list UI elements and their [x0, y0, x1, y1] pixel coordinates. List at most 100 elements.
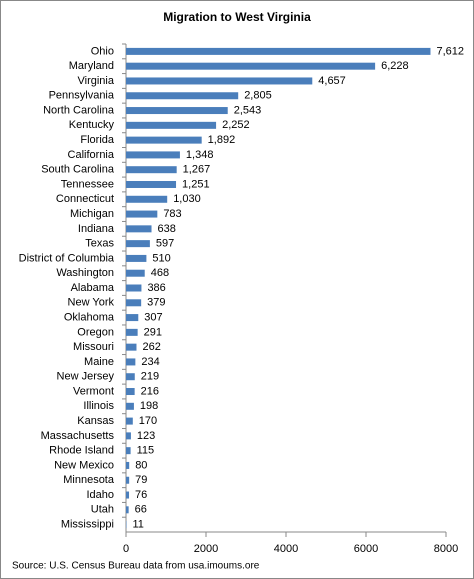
bar	[126, 284, 142, 292]
y-tick-label: Kentucky	[69, 119, 115, 131]
bar	[126, 461, 130, 469]
y-tick-label: Minnesota	[63, 474, 115, 486]
data-label: 291	[144, 326, 162, 338]
data-label: 1,267	[183, 164, 211, 176]
bar	[126, 476, 130, 484]
bar	[126, 121, 217, 129]
bar	[126, 166, 177, 174]
data-label: 66	[135, 504, 147, 516]
bar	[126, 491, 130, 499]
data-label: 262	[142, 341, 160, 353]
bar	[126, 373, 135, 381]
y-tick-label: Michigan	[70, 208, 114, 220]
data-label: 4,657	[318, 75, 346, 87]
data-label: 76	[135, 489, 147, 501]
y-tick-label: Connecticut	[56, 193, 114, 205]
data-label: 80	[135, 459, 147, 471]
data-label: 79	[135, 474, 147, 486]
bar	[126, 343, 137, 351]
bar	[126, 240, 150, 248]
data-label: 6,228	[381, 60, 409, 72]
bar	[126, 254, 147, 262]
y-tick-label: Maryland	[69, 60, 114, 72]
y-tick-label: North Carolina	[43, 104, 115, 116]
data-label: 307	[144, 311, 162, 323]
y-tick-label: District of Columbia	[19, 252, 115, 264]
data-label: 123	[137, 430, 155, 442]
y-tick-label: Ohio	[91, 45, 114, 57]
bar	[126, 447, 131, 455]
data-label: 2,252	[222, 119, 250, 131]
y-tick-label: Vermont	[73, 385, 114, 397]
bar	[126, 180, 177, 188]
bar	[126, 328, 138, 336]
data-label: 198	[140, 400, 158, 412]
bar	[126, 402, 134, 410]
y-tick-label: California	[68, 149, 115, 161]
data-label: 219	[141, 371, 159, 383]
y-tick-label: Utah	[91, 504, 114, 516]
bar	[126, 432, 131, 440]
x-tick-label: 2000	[194, 543, 218, 555]
bar	[126, 506, 129, 514]
x-tick-label: 8000	[434, 543, 458, 555]
y-tick-label: Missouri	[73, 341, 114, 353]
data-label: 1,251	[182, 178, 210, 190]
bar	[126, 417, 133, 425]
data-label: 1,030	[173, 193, 201, 205]
y-tick-label: Oklahoma	[64, 311, 115, 323]
data-label: 1,348	[186, 149, 214, 161]
x-tick-label: 6000	[354, 543, 378, 555]
y-tick-label: Florida	[80, 134, 115, 146]
data-label: 510	[152, 252, 170, 264]
y-tick-label: Tennessee	[61, 178, 114, 190]
bar	[126, 225, 152, 233]
bar	[126, 62, 376, 70]
bar	[126, 195, 168, 203]
bar	[126, 77, 313, 85]
data-label: 638	[158, 223, 176, 235]
bar	[126, 47, 431, 55]
bar	[126, 388, 135, 396]
bar	[126, 151, 180, 159]
data-label: 597	[156, 238, 174, 250]
y-tick-label: Illinois	[83, 400, 114, 412]
y-tick-label: Mississippi	[61, 519, 114, 531]
bar	[126, 269, 145, 277]
y-tick-label: Oregon	[77, 326, 114, 338]
data-label: 115	[137, 445, 155, 457]
bar	[126, 107, 228, 115]
bar	[126, 92, 239, 100]
data-label: 468	[151, 267, 169, 279]
data-label: 783	[163, 208, 181, 220]
y-tick-label: New Jersey	[57, 371, 115, 383]
bar	[126, 299, 142, 307]
data-label: 7,612	[436, 45, 464, 57]
y-tick-label: New York	[68, 297, 115, 309]
data-label: 2,805	[244, 90, 272, 102]
data-label: 170	[139, 415, 157, 427]
y-tick-label: Idaho	[86, 489, 114, 501]
chart-title: Migration to West Virginia	[163, 10, 311, 24]
y-tick-label: Alabama	[71, 282, 115, 294]
bar	[126, 210, 158, 218]
y-tick-label: New Mexico	[54, 459, 114, 471]
data-label: 386	[147, 282, 165, 294]
bar	[126, 136, 202, 144]
data-label: 1,892	[208, 134, 236, 146]
x-tick-label: 4000	[274, 543, 298, 555]
data-label: 379	[147, 297, 165, 309]
x-tick-label: 0	[123, 543, 129, 555]
y-tick-label: Virginia	[78, 75, 115, 87]
data-label: 216	[141, 385, 159, 397]
y-tick-label: South Carolina	[41, 164, 115, 176]
source-note: Source: U.S. Census Bureau data from usa…	[12, 561, 260, 572]
y-tick-label: Rhode Island	[49, 445, 114, 457]
y-tick-label: Washington	[56, 267, 114, 279]
bar	[126, 358, 136, 366]
data-label: 234	[141, 356, 159, 368]
y-tick-label: Indiana	[78, 223, 115, 235]
y-tick-label: Kansas	[77, 415, 114, 427]
y-tick-label: Maine	[84, 356, 114, 368]
